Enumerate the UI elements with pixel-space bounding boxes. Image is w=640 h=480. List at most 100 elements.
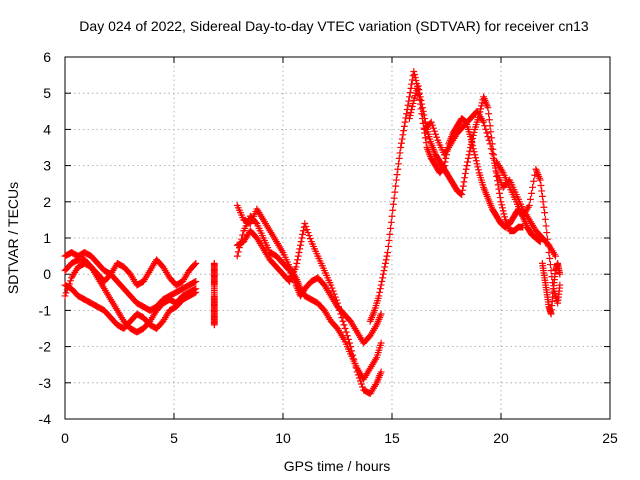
data-point-marker: [400, 122, 408, 130]
data-point-marker: [486, 140, 494, 148]
data-point-marker: [406, 93, 413, 101]
data-point-marker: [480, 118, 487, 126]
data-point-marker: [354, 371, 362, 379]
data-point-marker: [238, 235, 245, 243]
y-tick-label: -3: [39, 375, 52, 391]
data-point-marker: [382, 259, 389, 267]
data-point-marker: [419, 104, 426, 112]
data-point-marker: [483, 129, 491, 137]
data-point-marker: [536, 176, 544, 184]
data-point-marker: [541, 209, 548, 217]
data-point-marker: [303, 226, 311, 233]
data-point-marker: [431, 127, 438, 135]
data-point-marker: [237, 240, 244, 247]
data-point-marker: [387, 224, 394, 232]
data-point-marker: [339, 317, 347, 325]
data-point-marker: [285, 265, 292, 273]
x-tick-label: 5: [170, 430, 178, 446]
data-point-marker: [542, 222, 550, 230]
data-point-marker: [464, 158, 471, 166]
data-point-marker: [347, 343, 354, 350]
x-tick-label: 20: [493, 430, 509, 446]
data-point-marker: [401, 118, 409, 126]
data-point-marker: [469, 135, 477, 142]
data-point-marker: [358, 380, 365, 388]
data-point-marker: [481, 122, 489, 130]
data-point-marker: [498, 201, 506, 209]
y-tick-label: -1: [39, 302, 52, 318]
data-point-marker: [539, 198, 547, 206]
data-point-marker: [384, 249, 392, 256]
data-point-marker: [299, 227, 307, 235]
data-point-marker: [342, 328, 350, 336]
data-point-marker: [292, 263, 300, 271]
y-tick-label: 3: [43, 158, 51, 174]
data-point-marker: [380, 267, 388, 274]
data-point-marker: [234, 248, 242, 256]
x-tick-label: 10: [275, 430, 291, 446]
data-point-marker: [496, 194, 504, 201]
data-point-marker: [343, 332, 351, 340]
data-point-marker: [297, 238, 305, 246]
data-point-marker: [411, 71, 418, 78]
data-point-marker: [375, 292, 383, 300]
data-point-marker: [398, 135, 406, 143]
data-point-marker: [376, 285, 384, 293]
data-point-marker: [377, 339, 385, 347]
data-point-marker: [495, 185, 503, 193]
data-point-marker: [527, 195, 534, 203]
data-point-marker: [543, 229, 551, 236]
data-point-marker: [379, 274, 386, 282]
data-point-marker: [301, 220, 309, 227]
data-point-marker: [537, 182, 545, 189]
data-point-marker: [417, 97, 425, 104]
data-point-marker: [519, 223, 527, 231]
data-point-marker: [390, 200, 397, 208]
data-point-marker: [496, 189, 503, 197]
data-point-marker: [359, 383, 366, 391]
data-point-marker: [470, 129, 478, 136]
data-point-marker: [393, 171, 401, 179]
data-point-marker: [305, 232, 313, 239]
data-point-marker: [547, 261, 554, 268]
data-point-marker: [353, 368, 361, 376]
data-point-marker: [485, 136, 493, 144]
series-trace-k: [493, 158, 564, 307]
data-point-marker: [545, 249, 553, 256]
data-point-marker: [539, 192, 546, 200]
data-point-marker: [433, 133, 441, 141]
data-point-marker: [404, 101, 412, 109]
data-point-marker: [485, 116, 493, 124]
y-tick-label: 5: [43, 85, 51, 101]
data-point-marker: [461, 170, 469, 177]
data-point-marker: [465, 151, 473, 159]
data-point-marker: [556, 270, 564, 278]
data-point-marker: [191, 261, 199, 268]
data-point-marker: [412, 77, 420, 84]
data-point-marker: [458, 191, 466, 198]
data-point-marker: [475, 166, 482, 174]
data-point-marker: [327, 281, 335, 289]
data-point-marker: [525, 202, 533, 209]
data-point-marker: [306, 235, 314, 243]
data-point-marker: [350, 355, 358, 363]
data-point-marker: [469, 145, 477, 153]
series-trace-d: [61, 281, 200, 332]
data-point-marker: [210, 321, 218, 329]
data-point-marker: [544, 242, 552, 250]
data-point-marker: [472, 157, 480, 165]
data-point-marker: [298, 234, 306, 242]
data-point-marker: [407, 84, 415, 92]
series-trace-f: [233, 220, 385, 398]
x-tick-label: 15: [384, 430, 400, 446]
data-point-marker: [414, 82, 422, 90]
data-point-marker: [482, 126, 490, 133]
data-point-marker: [403, 110, 410, 118]
x-tick-label: 25: [602, 430, 618, 446]
data-point-marker: [398, 139, 405, 147]
data-point-marker: [192, 288, 200, 296]
y-tick-label: 1: [43, 230, 51, 246]
data-point-marker: [379, 270, 387, 278]
series-isolated-6.9: [210, 259, 218, 329]
data-point-marker: [544, 235, 551, 243]
